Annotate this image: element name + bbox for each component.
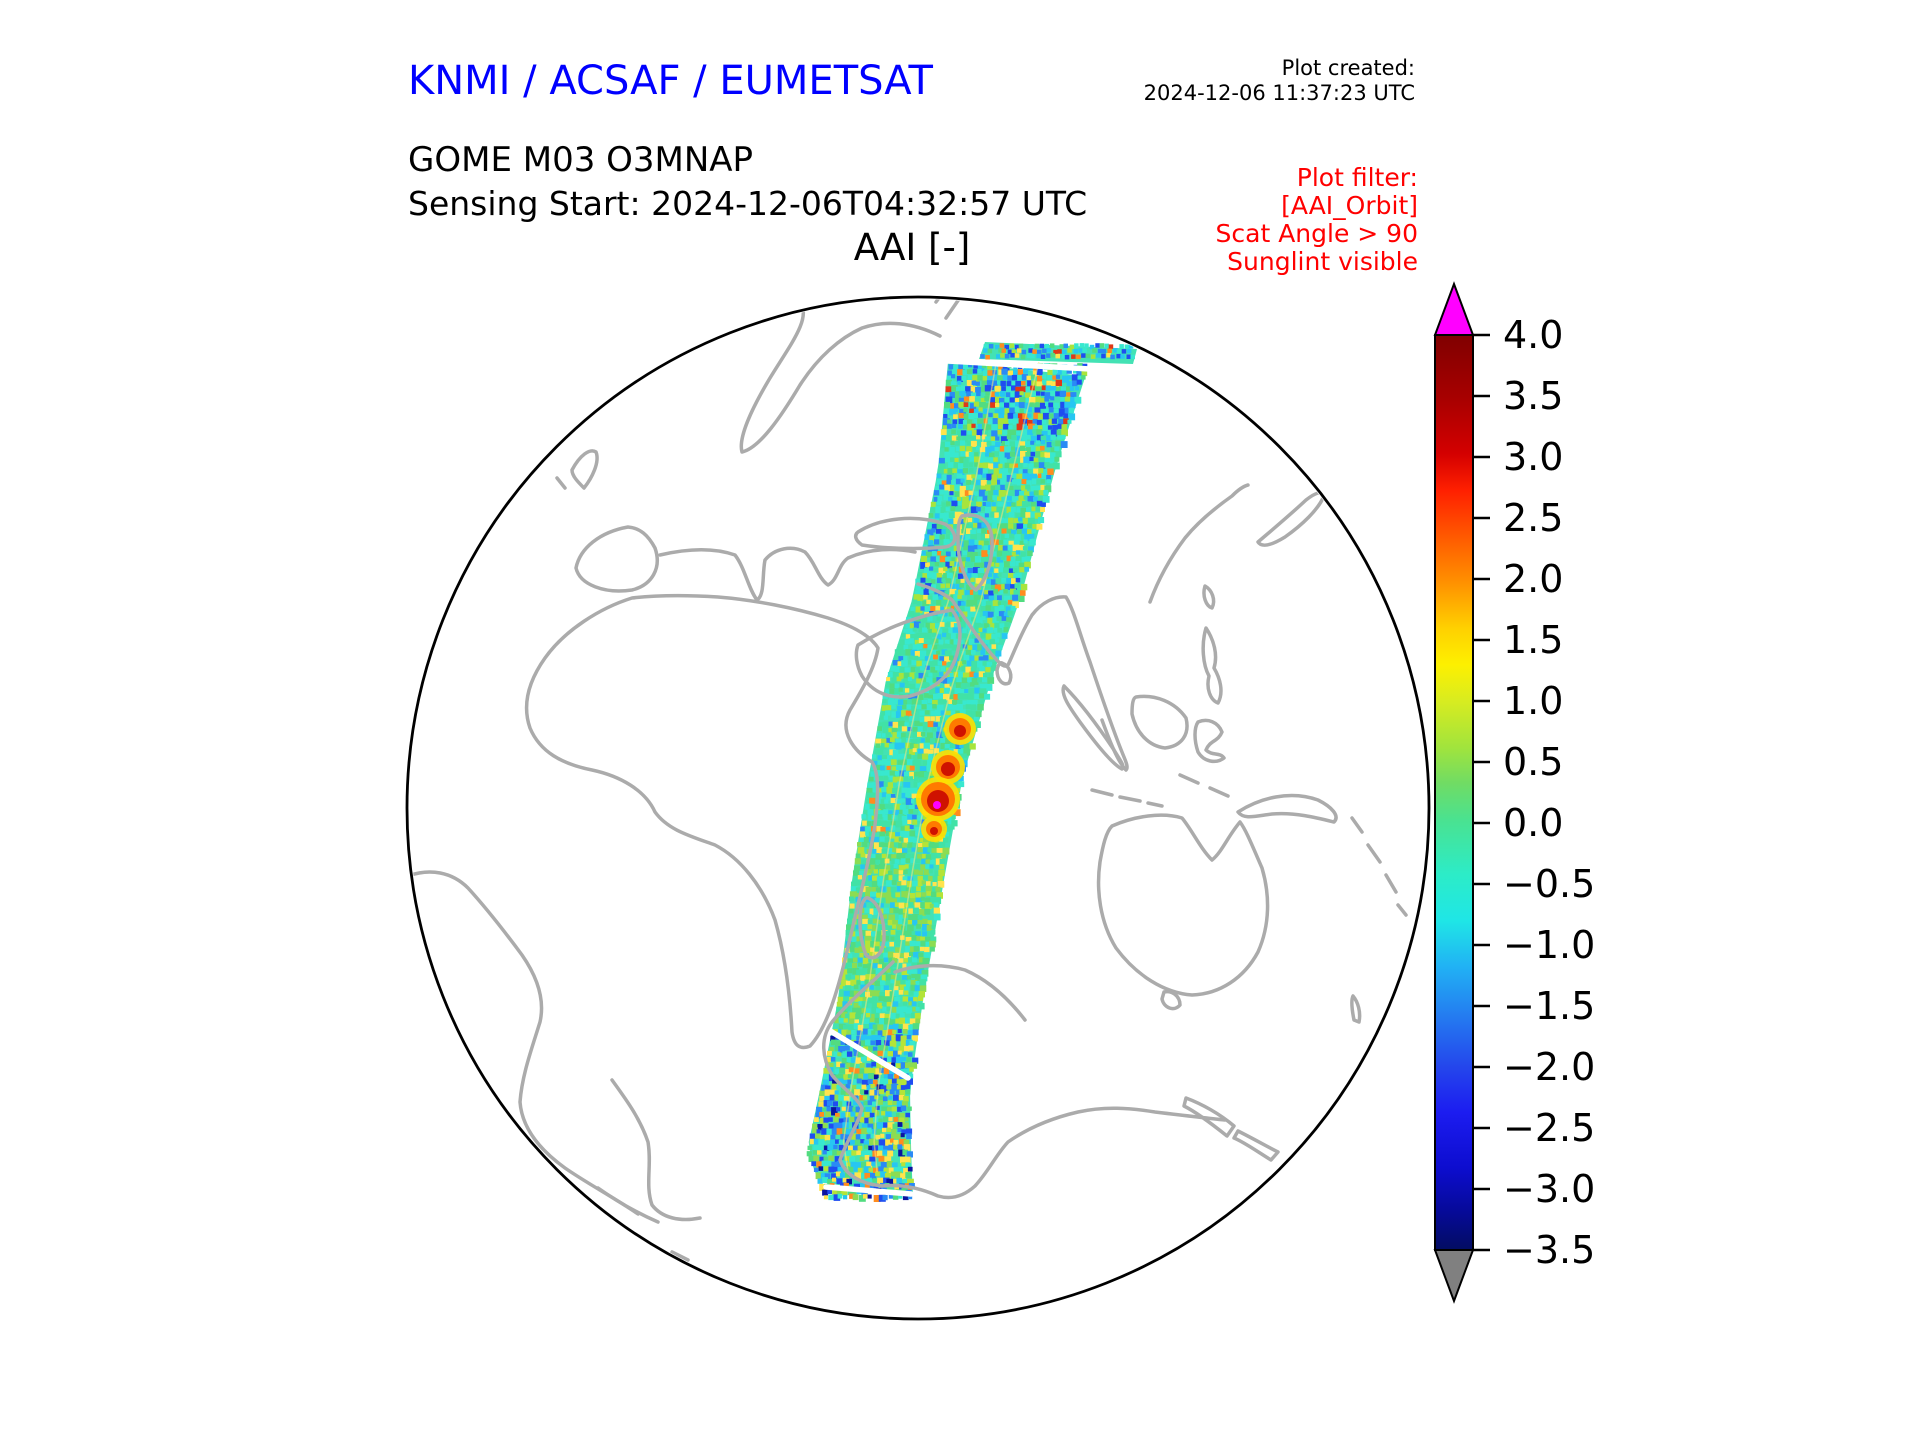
coastline-antarctica bbox=[822, 960, 1227, 1200]
coastline-madagascar bbox=[858, 896, 886, 960]
colorbar-tick-label: 4.0 bbox=[1503, 313, 1563, 357]
colorbar-tick-label: 1.5 bbox=[1503, 618, 1563, 662]
colorbar-tick-label: 0.5 bbox=[1503, 740, 1563, 784]
colorbar-tick-label: −2.5 bbox=[1503, 1106, 1595, 1150]
colorbar-tick-label: 2.5 bbox=[1503, 496, 1563, 540]
sensing-start: Sensing Start: 2024-12-06T04:32:57 UTC bbox=[408, 184, 1088, 223]
filter-line-3: Scat Angle > 90 bbox=[1215, 219, 1418, 248]
coastline-caspian-sea bbox=[956, 513, 994, 592]
coastline-india-indochina bbox=[916, 582, 1129, 772]
coastline-sri-lanka bbox=[995, 661, 1013, 686]
plot-created-label: Plot created: bbox=[1281, 56, 1415, 80]
coastline-africa bbox=[524, 593, 880, 1050]
colorbar-tick-label: −2.0 bbox=[1503, 1045, 1595, 1089]
filter-line-4: Sunglint visible bbox=[1227, 247, 1418, 276]
coastline-new-caledonia bbox=[1350, 994, 1362, 1024]
aai-swath bbox=[806, 342, 1137, 1202]
plot-created-datetime: 2024-12-06 11:37:23 UTC bbox=[1143, 81, 1415, 105]
coastline-black-sea bbox=[853, 516, 957, 551]
globe-outline bbox=[405, 295, 1431, 1321]
filter-line-2: [AAI_Orbit] bbox=[1281, 191, 1418, 220]
coastline-sulawesi bbox=[1193, 718, 1226, 764]
coastline-sumatra bbox=[1061, 684, 1125, 771]
colorbar-tick-label: 1.0 bbox=[1503, 679, 1563, 723]
colorbar-tick-label: 3.0 bbox=[1503, 435, 1563, 479]
colorbar-tick-label: −0.5 bbox=[1503, 862, 1595, 906]
coastline-south-america bbox=[409, 870, 640, 1216]
coastline-japan bbox=[1256, 491, 1326, 547]
coastline-taiwan bbox=[1202, 584, 1216, 610]
plot-created-block: Plot created: 2024-12-06 11:37:23 UTC bbox=[1144, 56, 1415, 106]
coastline-timor bbox=[1178, 773, 1230, 798]
coastline-borneo bbox=[1130, 694, 1189, 750]
page-title: KNMI / ACSAF / EUMETSAT bbox=[408, 58, 933, 104]
filter-line-1: Plot filter: bbox=[1296, 163, 1418, 192]
colorbar-tick-label: −3.5 bbox=[1503, 1228, 1595, 1272]
plot-filter-block: Plot filter: [AAI_Orbit] Scat Angle > 90… bbox=[1216, 164, 1418, 276]
coastline-antarctica-east bbox=[893, 963, 1027, 1022]
chart-title: AAI [-] bbox=[853, 226, 971, 269]
coastline-australia bbox=[1096, 813, 1270, 997]
coastline-philippines bbox=[1201, 626, 1223, 705]
coastline-tasmania bbox=[1160, 989, 1182, 1011]
colorbar-tick-label: −3.0 bbox=[1503, 1167, 1595, 1211]
coastline-new-zealand bbox=[1182, 1096, 1280, 1162]
coastline-china bbox=[1148, 483, 1250, 604]
colorbar-tick-label: −1.5 bbox=[1503, 984, 1595, 1028]
colorbar-tick-label: 2.0 bbox=[1503, 557, 1563, 601]
coastline-arabia bbox=[854, 608, 962, 699]
coastline-falklands bbox=[670, 1250, 690, 1262]
coastline-iberia bbox=[574, 525, 659, 593]
coastline-java bbox=[1090, 788, 1164, 808]
coastline-iceland bbox=[508, 368, 532, 380]
coastline-arctic-islands bbox=[934, 299, 1034, 320]
coastline-antarctica-west bbox=[596, 1078, 702, 1224]
product-name: GOME M03 O3MNAP bbox=[408, 140, 754, 180]
colorbar-tick-label: 0.0 bbox=[1503, 801, 1563, 845]
coastline-britain bbox=[555, 449, 599, 490]
colorbar-tick-label: −1.0 bbox=[1503, 923, 1595, 967]
coastline-mediterranean bbox=[658, 546, 917, 602]
colorbar-tick-label: 3.5 bbox=[1503, 374, 1563, 418]
coastline-new-guinea bbox=[1236, 793, 1338, 824]
colorbar: 4.0 3.5 3.0 2.5 2.0 1.5 1.0 0.5 0.0 −0.5 −1.0 −1.5 −… bbox=[1433, 281, 1595, 1304]
coastline-solomon-islands bbox=[1350, 816, 1408, 917]
